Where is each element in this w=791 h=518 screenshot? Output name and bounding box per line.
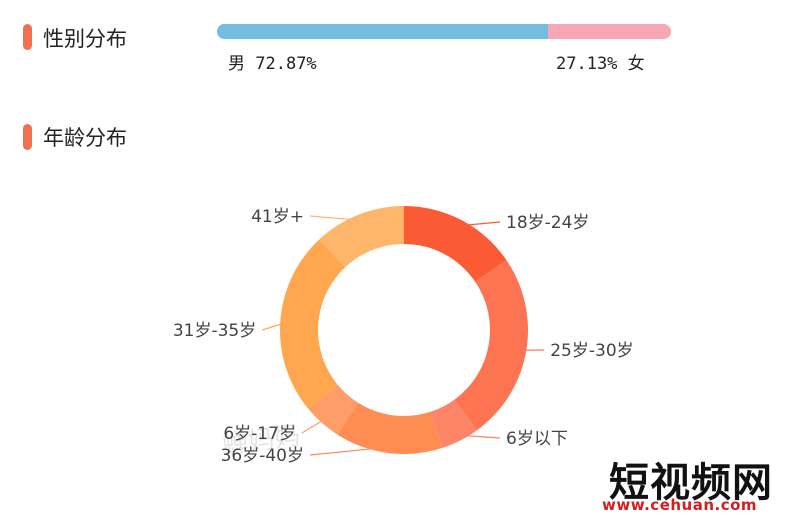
- slice-label-4: 36岁-40岁: [221, 446, 304, 466]
- slice-label-5: 6岁-17岁: [223, 424, 296, 444]
- female-label: 女: [627, 54, 645, 74]
- male-label: 男: [228, 54, 245, 74]
- donut-slice-5[interactable]: [308, 384, 358, 435]
- gender-ratio-bar: [217, 24, 671, 39]
- gender-section-marker: [23, 24, 32, 50]
- slice-label-1: 18岁-24岁: [506, 213, 589, 233]
- donut-slice-4[interactable]: [337, 402, 443, 454]
- leader-line-5: [301, 417, 327, 434]
- gender-section-title: 性别分布: [43, 27, 127, 51]
- donut-slice-2[interactable]: [454, 260, 528, 431]
- female-ratio-label: 27.13% 女: [556, 49, 645, 74]
- female-ratio-fill: [547, 24, 671, 39]
- site-watermark-url: www.cehuan.com: [602, 496, 758, 514]
- leader-line-6: [262, 322, 287, 331]
- age-section-title: 年龄分布: [43, 126, 127, 150]
- slice-label-6: 31岁-35岁: [173, 321, 256, 341]
- slice-label-7: 41岁+: [251, 207, 304, 227]
- site-watermark-name: 短视频网: [609, 459, 773, 506]
- age-section-marker: [23, 124, 32, 150]
- male-percent: 72.87%: [255, 54, 317, 74]
- donut-slice-7[interactable]: [319, 206, 404, 268]
- male-ratio-fill: [217, 24, 548, 39]
- leader-line-4: [309, 446, 390, 456]
- donut-slice-6[interactable]: [279, 239, 346, 410]
- leader-line-1: [459, 221, 501, 227]
- male-ratio-label: 男 72.87%: [228, 49, 317, 74]
- slice-label-3: 6岁以下: [506, 429, 568, 449]
- leader-line-3: [457, 434, 501, 439]
- slice-label-2: 25岁-30岁: [550, 341, 633, 361]
- donut-slice-1[interactable]: [404, 206, 507, 282]
- leader-line-7: [309, 215, 361, 221]
- female-percent: 27.13%: [556, 54, 618, 74]
